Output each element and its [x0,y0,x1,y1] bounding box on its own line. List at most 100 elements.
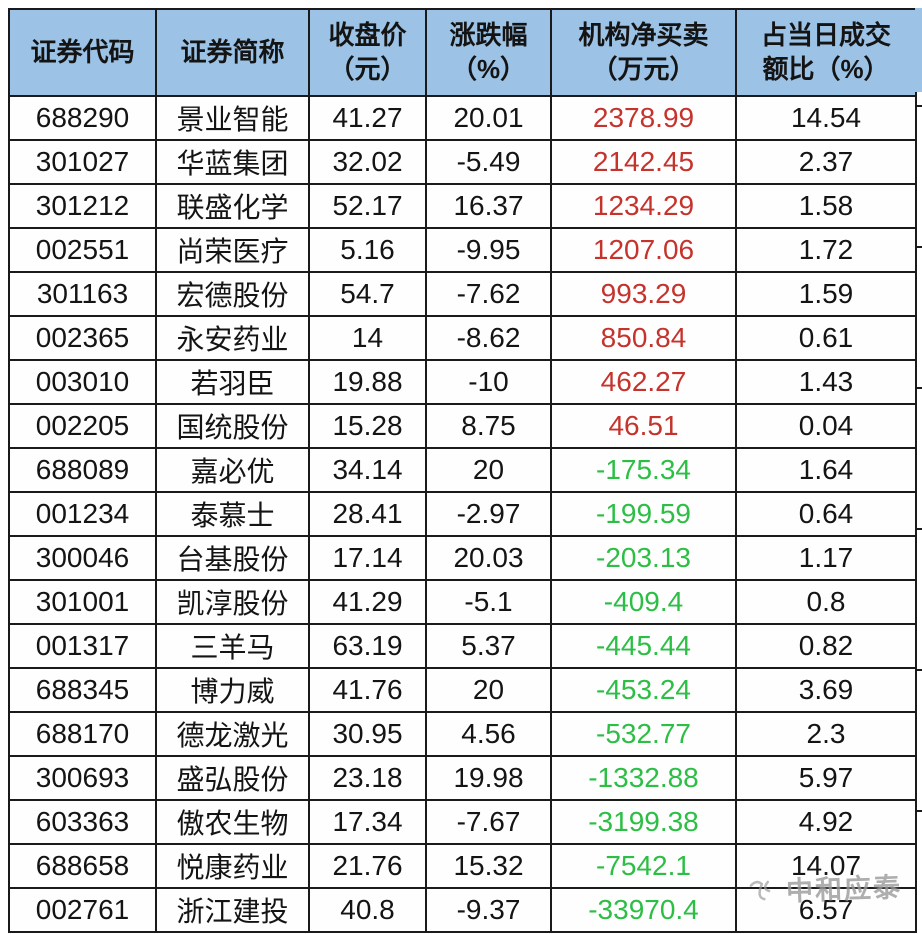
cell-security-code: 301001 [8,579,157,625]
table-row: 688170 德龙激光 30.95 4.56 -532.77 2.3 [8,711,917,757]
cell-security-name: 浙江建投 [155,887,310,933]
cell-change-pct: -7.62 [425,271,552,317]
cell-close-price: 17.34 [308,799,427,845]
cell-change-pct: 4.56 [425,711,552,757]
cell-security-code: 002551 [8,227,157,273]
cell-turnover-ratio: 3.69 [735,667,917,713]
cell-change-pct: -10 [425,359,552,405]
cell-security-code: 002365 [8,315,157,361]
table-row: 002551 尚荣医疗 5.16 -9.95 1207.06 1.72 [8,227,917,273]
col-header-turnover-ratio: 占当日成交 额比（%） [735,8,917,97]
cell-security-code: 688170 [8,711,157,757]
cell-security-code: 300046 [8,535,157,581]
cell-security-code: 002761 [8,887,157,933]
cell-change-pct: -2.97 [425,491,552,537]
cell-turnover-ratio: 0.64 [735,491,917,537]
cell-turnover-ratio: 0.61 [735,315,917,361]
cell-turnover-ratio: 14.54 [735,95,917,141]
cell-change-pct: 20 [425,667,552,713]
cell-turnover-ratio: 1.43 [735,359,917,405]
cell-net-institutional: -203.13 [550,535,737,581]
cell-close-price: 23.18 [308,755,427,801]
table-row: 301212 联盛化学 52.17 16.37 1234.29 1.58 [8,183,917,229]
cell-security-name: 傲农生物 [155,799,310,845]
col-header-security-code: 证券代码 [8,8,157,97]
cell-net-institutional: 1207.06 [550,227,737,273]
table-row: 300693 盛弘股份 23.18 19.98 -1332.88 5.97 [8,755,917,801]
cell-change-pct: 19.98 [425,755,552,801]
cell-net-institutional: -445.44 [550,623,737,669]
col-header-close-price: 收盘价 （元） [308,8,427,97]
cell-change-pct: 8.75 [425,403,552,449]
cell-security-code: 688290 [8,95,157,141]
cell-security-name: 泰慕士 [155,491,310,537]
cell-net-institutional: -175.34 [550,447,737,493]
cell-close-price: 52.17 [308,183,427,229]
cell-turnover-ratio: 0.8 [735,579,917,625]
cell-change-pct: 20.03 [425,535,552,581]
cell-change-pct: -9.95 [425,227,552,273]
cell-security-name: 盛弘股份 [155,755,310,801]
cell-security-code: 003010 [8,359,157,405]
cell-turnover-ratio: 0.82 [735,623,917,669]
table-row: 603363 傲农生物 17.34 -7.67 -3199.38 4.92 [8,799,917,845]
cell-turnover-ratio: 2.37 [735,139,917,185]
cell-turnover-ratio: 2.3 [735,711,917,757]
cell-close-price: 41.27 [308,95,427,141]
cell-change-pct: 20 [425,447,552,493]
cell-turnover-ratio: 5.97 [735,755,917,801]
cell-close-price: 14 [308,315,427,361]
cell-security-name: 凯淳股份 [155,579,310,625]
cell-security-code: 001317 [8,623,157,669]
col-header-change-pct: 涨跌幅 （%） [425,8,552,97]
cell-close-price: 41.29 [308,579,427,625]
cell-turnover-ratio: 6.57 [735,887,917,933]
cell-security-name: 德龙激光 [155,711,310,757]
table-row: 001317 三羊马 63.19 5.37 -445.44 0.82 [8,623,917,669]
cell-net-institutional: 46.51 [550,403,737,449]
cell-change-pct: 5.37 [425,623,552,669]
cell-security-code: 301027 [8,139,157,185]
cell-security-code: 688089 [8,447,157,493]
col-header-security-name: 证券简称 [155,8,310,97]
cell-close-price: 28.41 [308,491,427,537]
cell-turnover-ratio: 1.58 [735,183,917,229]
cell-close-price: 5.16 [308,227,427,273]
cell-turnover-ratio: 1.72 [735,227,917,273]
cell-change-pct: -5.1 [425,579,552,625]
table-row: 688658 悦康药业 21.76 15.32 -7542.1 14.07 [8,843,917,889]
table-row: 688345 博力威 41.76 20 -453.24 3.69 [8,667,917,713]
cell-change-pct: -5.49 [425,139,552,185]
cell-security-name: 若羽臣 [155,359,310,405]
col-header-net-institutional: 机构净买卖 （万元） [550,8,737,97]
cell-close-price: 32.02 [308,139,427,185]
cell-change-pct: 15.32 [425,843,552,889]
cell-turnover-ratio: 14.07 [735,843,917,889]
cell-close-price: 15.28 [308,403,427,449]
cell-net-institutional: -3199.38 [550,799,737,845]
cell-security-code: 301212 [8,183,157,229]
cell-security-name: 国统股份 [155,403,310,449]
cell-turnover-ratio: 0.04 [735,403,917,449]
cell-security-name: 尚荣医疗 [155,227,310,273]
cell-net-institutional: -1332.88 [550,755,737,801]
table-row: 301001 凯淳股份 41.29 -5.1 -409.4 0.8 [8,579,917,625]
cell-security-code: 301163 [8,271,157,317]
cell-security-name: 宏德股份 [155,271,310,317]
cell-change-pct: -7.67 [425,799,552,845]
cell-security-name: 嘉必优 [155,447,310,493]
table-row: 300046 台基股份 17.14 20.03 -203.13 1.17 [8,535,917,581]
table-row: 003010 若羽臣 19.88 -10 462.27 1.43 [8,359,917,405]
cell-security-code: 300693 [8,755,157,801]
cell-net-institutional: -532.77 [550,711,737,757]
cell-turnover-ratio: 1.59 [735,271,917,317]
cell-net-institutional: -453.24 [550,667,737,713]
cell-security-code: 001234 [8,491,157,537]
cell-turnover-ratio: 1.64 [735,447,917,493]
table-row: 002365 永安药业 14 -8.62 850.84 0.61 [8,315,917,361]
table-row: 301163 宏德股份 54.7 -7.62 993.29 1.59 [8,271,917,317]
cell-close-price: 17.14 [308,535,427,581]
cell-change-pct: -8.62 [425,315,552,361]
cell-security-name: 永安药业 [155,315,310,361]
cell-close-price: 41.76 [308,667,427,713]
